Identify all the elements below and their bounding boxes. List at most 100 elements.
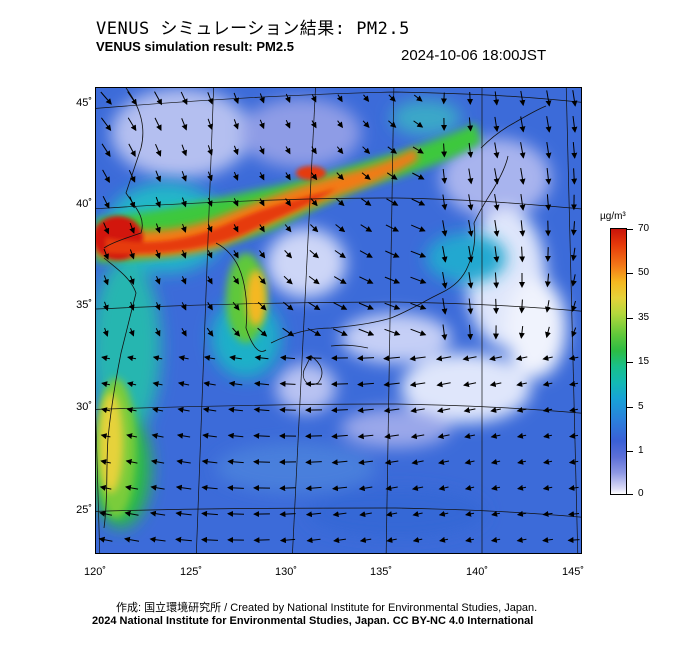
wind-arrow: [202, 406, 217, 413]
wind-arrow: [310, 224, 319, 233]
wind-arrow: [282, 301, 294, 311]
wind-arrow: [102, 195, 110, 209]
lat-label-30: 30˚: [76, 401, 92, 413]
wind-arrow: [568, 484, 579, 491]
wind-arrow: [284, 119, 291, 129]
wind-arrow: [384, 433, 399, 440]
wind-arrow: [102, 301, 109, 312]
wind-arrow: [409, 381, 426, 388]
wind-arrow: [441, 220, 448, 237]
wind-arrow: [542, 355, 553, 361]
wind-arrow: [310, 198, 318, 207]
wind-arrow: [410, 302, 427, 310]
wind-arrow: [413, 120, 424, 128]
wind-arrow: [411, 459, 424, 466]
wind-arrow: [253, 537, 270, 544]
wind-arrow: [358, 328, 375, 336]
wind-arrow: [233, 276, 240, 285]
wind-arrow: [128, 143, 136, 157]
wind-arrow: [152, 381, 163, 388]
wind-arrow: [203, 355, 216, 361]
wind-arrow: [545, 116, 552, 133]
wind-arrow: [440, 92, 447, 105]
wind-arrow: [253, 458, 271, 465]
wind-arrow: [516, 406, 527, 413]
wind-arrow: [257, 301, 267, 311]
wind-arrow: [282, 327, 295, 337]
wind-arrow: [465, 536, 475, 543]
wind-arrow: [410, 407, 425, 414]
wind-arrow: [519, 90, 526, 107]
wind-arrow: [388, 120, 397, 128]
wind-arrow: [154, 328, 161, 337]
wind-arrow: [227, 432, 244, 439]
wind-arrow: [519, 116, 526, 133]
wind-arrow: [232, 198, 239, 207]
wind-arrow: [335, 224, 346, 233]
wind-arrow: [516, 536, 527, 543]
wind-arrow: [385, 485, 398, 492]
forecast-timestamp: 2024-10-06 18:00JST: [401, 47, 547, 64]
wind-arrow: [358, 302, 374, 310]
wind-arrow: [128, 275, 135, 286]
wind-arrow: [490, 407, 501, 413]
wind-arrow: [545, 326, 551, 339]
wind-arrow: [307, 328, 322, 336]
wind-arrow: [490, 536, 501, 543]
wind-arrow: [519, 168, 526, 185]
wind-arrow: [203, 380, 216, 387]
wind-arrow: [257, 327, 268, 337]
wind-arrow: [441, 246, 448, 263]
low-concentration-areas: [111, 88, 566, 538]
wind-arrow: [285, 198, 291, 207]
wind-arrow: [279, 485, 296, 492]
wind-arrow: [388, 94, 396, 102]
wind-arrow: [233, 145, 239, 156]
wind-arrow: [258, 250, 266, 259]
wind-arrow: [412, 146, 424, 154]
wind-arrow: [361, 172, 371, 180]
wind-arrow: [124, 536, 140, 543]
wind-arrow: [570, 247, 577, 262]
wind-arrow: [207, 145, 213, 156]
wind-arrow: [127, 117, 137, 132]
wind-arrow: [410, 250, 427, 258]
wind-arrow: [280, 354, 296, 361]
wind-arrow: [100, 407, 111, 414]
wind-arrow: [410, 276, 427, 284]
wind-arrow: [489, 381, 502, 388]
copyright-line: 2024 National Institute for Environmenta…: [92, 615, 534, 627]
wind-arrow: [519, 194, 526, 211]
wind-arrow: [335, 198, 345, 207]
wind-arrow: [331, 407, 348, 414]
wind-arrow: [439, 536, 449, 543]
wind-arrow: [493, 220, 500, 237]
wind-arrow: [363, 94, 370, 102]
wind-arrow: [284, 172, 291, 181]
wind-arrow: [284, 146, 291, 155]
wind-arrow: [103, 275, 109, 286]
wind-arrow: [126, 433, 137, 439]
wind-arrow: [467, 324, 474, 341]
wind-arrow: [412, 536, 423, 543]
wind-arrow: [207, 118, 214, 131]
wind-arrow: [383, 407, 400, 414]
wind-arrow: [542, 406, 553, 413]
wind-arrow: [181, 118, 188, 131]
lon-label-145: 145˚: [561, 566, 585, 578]
wind-arrow: [232, 301, 240, 311]
wind-arrow: [568, 511, 580, 517]
wind-arrow: [436, 407, 451, 414]
wind-arrow: [493, 246, 500, 263]
wind-arrow: [127, 355, 137, 362]
legend-tick-mark: [627, 494, 633, 495]
wind-arrow: [410, 328, 427, 336]
legend-tick-mark: [627, 318, 633, 319]
wind-arrow: [98, 536, 113, 543]
wind-arrow: [101, 381, 111, 388]
wind-arrow: [154, 276, 161, 285]
wind-arrow: [259, 93, 265, 104]
wind-arrow: [331, 433, 348, 440]
wind-arrow: [336, 146, 344, 155]
wind-arrow: [99, 484, 112, 491]
